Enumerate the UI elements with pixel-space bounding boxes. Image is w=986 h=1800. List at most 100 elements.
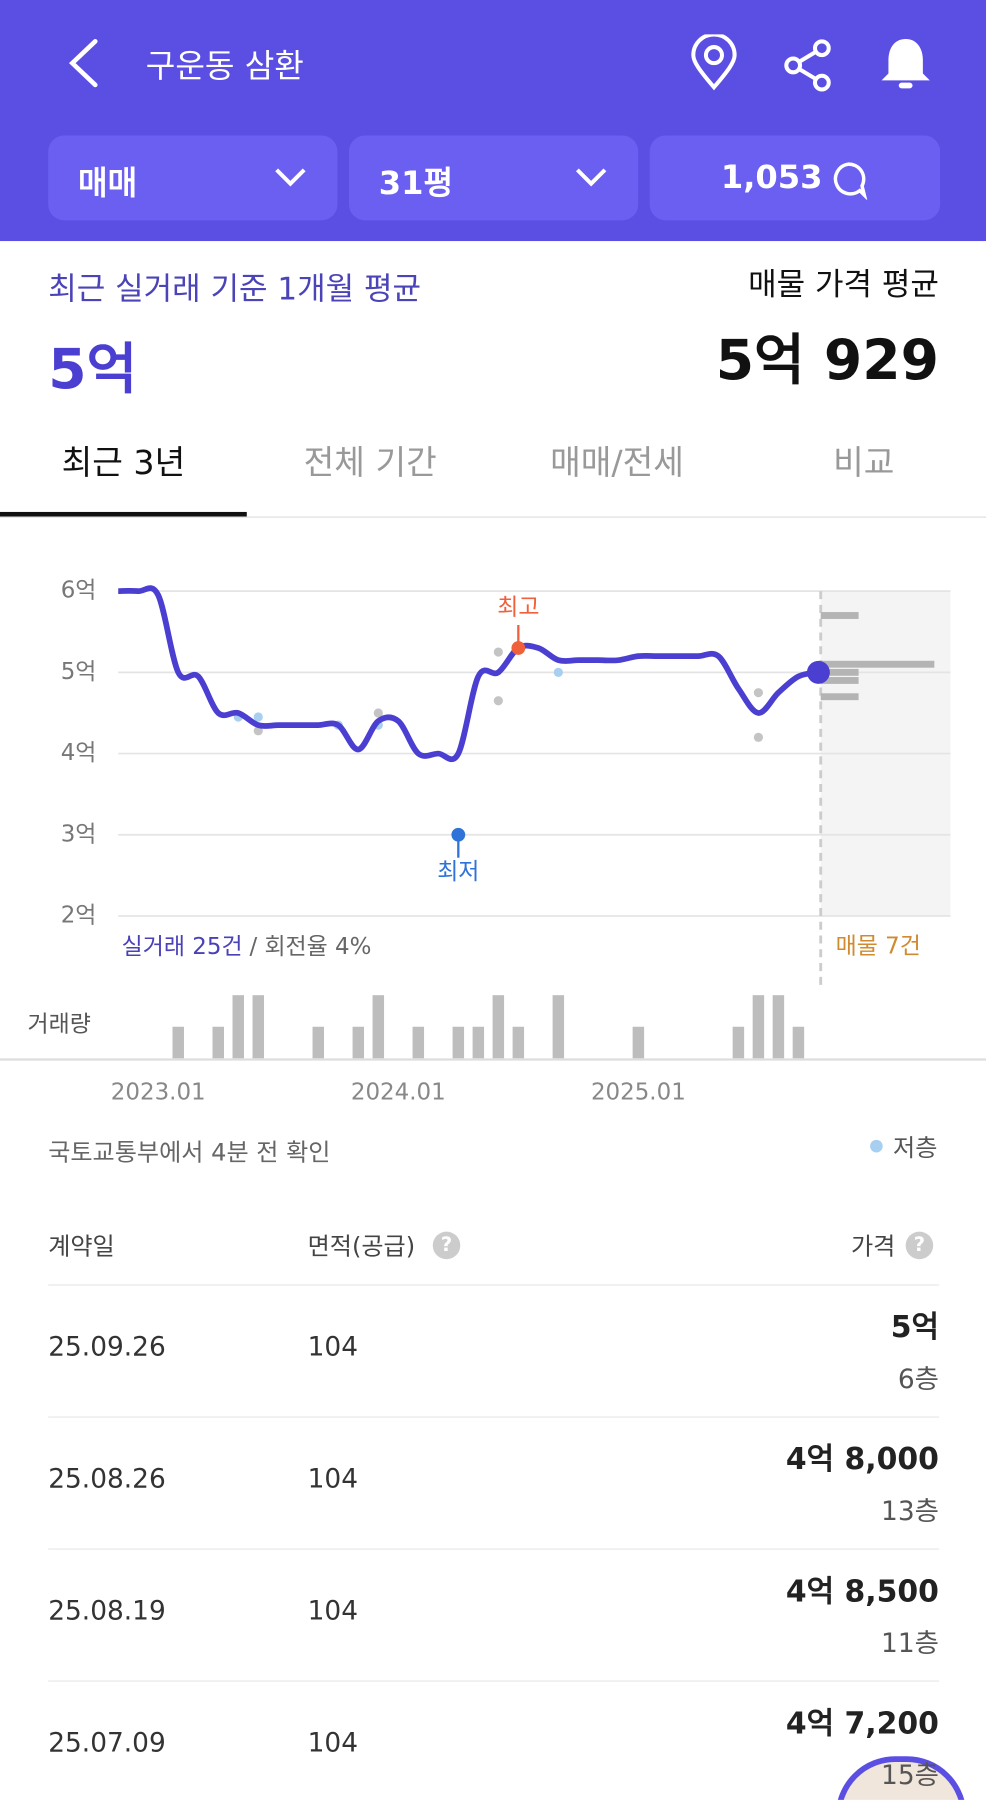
filter-deal[interactable]: 매매 <box>48 135 338 221</box>
source-note: 국토교통부에서 4분 전 확인 <box>48 1138 331 1167</box>
volume-bar <box>512 1026 525 1059</box>
bell-icon[interactable] <box>877 34 934 91</box>
listing-value: 5억 929 <box>715 328 939 393</box>
volume-bar <box>752 995 765 1059</box>
listing-label: 매물 가격 평균 <box>748 267 939 304</box>
turnover: / 회전율 4% <box>249 933 371 959</box>
y-tick-label: 5억 <box>61 659 97 685</box>
volume-bar <box>352 1026 365 1059</box>
y-tick-label: 3억 <box>61 821 97 847</box>
listings-label: 매물 7건 <box>836 933 921 959</box>
x-tick-label: 2025.01 <box>591 1079 686 1105</box>
contract-date: 25.08.26 <box>48 1464 166 1495</box>
price: 5억 <box>890 1310 939 1346</box>
chevron <box>275 168 306 187</box>
recent-value: 5억 <box>48 337 138 402</box>
volume-bar <box>792 1026 805 1059</box>
area: 104 <box>307 1596 359 1627</box>
filter-size[interactable]: 31평 <box>348 135 639 221</box>
y-tick-label: 2억 <box>61 902 97 928</box>
comments-button[interactable]: 1,053 <box>649 135 941 221</box>
chevron <box>575 168 607 187</box>
contract-date: 25.09.26 <box>48 1332 166 1363</box>
divider <box>0 516 986 518</box>
price: 4억 7,200 <box>785 1706 939 1742</box>
low-floor-point <box>253 712 263 722</box>
annotation-label: 최저 <box>437 859 479 885</box>
row-divider <box>48 1680 939 1682</box>
location-icon[interactable] <box>689 34 740 91</box>
volume-bar <box>732 1026 745 1059</box>
column-header: 면적(공급) <box>307 1232 416 1261</box>
x-tick-label: 2024.01 <box>351 1079 446 1105</box>
low-floor-point <box>553 667 563 677</box>
volume-bar <box>372 995 385 1059</box>
volume-bar <box>772 995 785 1059</box>
annotation-label: 최고 <box>497 594 539 620</box>
volume-bar <box>632 1026 645 1059</box>
floor: 6층 <box>897 1364 939 1395</box>
floor: 11층 <box>881 1628 939 1659</box>
volume-bar <box>492 995 505 1059</box>
title: 구운동 삼환 <box>145 47 304 85</box>
price: 4억 8,000 <box>785 1442 939 1478</box>
price-line <box>118 585 819 763</box>
column-header: 계약일 <box>48 1232 115 1261</box>
area: 104 <box>307 1464 359 1495</box>
annotation-point <box>511 641 526 655</box>
comment-icon <box>833 162 868 200</box>
tab[interactable]: 최근 3년 <box>61 443 186 483</box>
y-tick-label: 6억 <box>61 578 97 604</box>
current-point <box>806 660 830 684</box>
tab[interactable]: 매매/전세 <box>550 443 684 483</box>
listing-bar <box>820 660 935 668</box>
volume-bar <box>252 995 265 1059</box>
transaction-count: 실거래 25건 <box>122 933 243 959</box>
tab[interactable]: 전체 기간 <box>303 443 437 483</box>
volume-label: 거래량 <box>28 1012 91 1038</box>
transaction-point <box>753 688 763 698</box>
share-icon[interactable] <box>783 39 836 92</box>
volume-bar <box>452 1026 465 1059</box>
contract-date: 25.08.19 <box>48 1596 166 1627</box>
help-icon[interactable]: ? <box>905 1231 934 1260</box>
back-button[interactable] <box>63 37 104 90</box>
transaction-point <box>493 647 503 657</box>
column-header: 가격 <box>850 1232 896 1261</box>
header: 구운동 삼환 매매 31평 1,053 <box>0 0 986 242</box>
price: 4억 8,500 <box>785 1574 939 1610</box>
listing-bar <box>820 693 859 701</box>
comment-count: 1,053 <box>720 158 823 197</box>
listing-bar <box>820 668 859 676</box>
volume-bar <box>312 1026 325 1059</box>
transaction-point <box>373 708 383 718</box>
volume-bar <box>472 1026 485 1059</box>
transactions-label: 실거래 25건 / 회전율 4% <box>122 933 372 959</box>
transaction-point <box>493 696 503 706</box>
legend-label: 저층 <box>893 1134 938 1162</box>
row-divider <box>48 1416 939 1418</box>
listing-bar <box>820 677 859 684</box>
tab[interactable]: 비교 <box>833 443 895 483</box>
help-icon[interactable]: ? <box>432 1231 461 1260</box>
floor: 13층 <box>881 1496 939 1527</box>
recent-label: 최근 실거래 기준 1개월 평균 <box>48 272 421 308</box>
transaction-point <box>753 732 763 742</box>
area: 104 <box>307 1728 359 1759</box>
volume-bar <box>232 995 245 1059</box>
x-tick-label: 2023.01 <box>111 1079 206 1105</box>
volume-bar <box>172 1026 184 1059</box>
filter-text: 31평 <box>378 164 454 203</box>
y-tick-label: 4억 <box>61 740 97 766</box>
row-divider <box>48 1548 939 1550</box>
area: 104 <box>307 1332 359 1363</box>
tab-indicator <box>0 511 247 517</box>
row-divider <box>48 1284 939 1286</box>
annotation-point <box>451 827 466 842</box>
volume-bar <box>552 995 565 1059</box>
listing-bar <box>820 612 859 619</box>
filter-text: 매매 <box>78 164 138 203</box>
